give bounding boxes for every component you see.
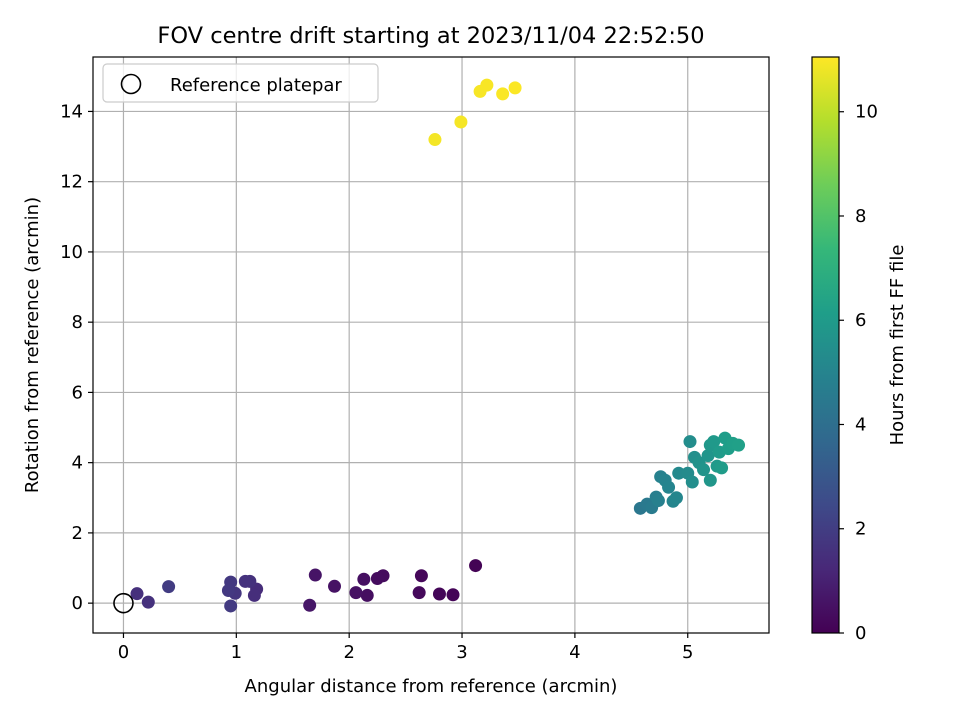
legend-reference-marker xyxy=(120,73,142,95)
y-tick-label: 2 xyxy=(72,523,83,544)
data-point xyxy=(707,435,721,449)
y-tick-label: 4 xyxy=(72,453,83,474)
data-point xyxy=(238,574,252,588)
colorbar-tick-label: 0 xyxy=(855,623,866,644)
data-point xyxy=(508,81,522,95)
data-point xyxy=(357,572,371,586)
y-tick-label: 6 xyxy=(72,382,83,403)
data-point xyxy=(454,115,468,129)
data-point xyxy=(662,480,676,494)
x-axis-label: Angular distance from reference (arcmin) xyxy=(245,676,618,697)
data-point xyxy=(224,599,238,613)
data-point xyxy=(360,588,374,602)
data-point xyxy=(130,587,144,601)
data-point xyxy=(221,584,235,598)
data-point xyxy=(701,449,715,463)
data-point xyxy=(469,559,483,573)
colorbar-ticks: 0 2 4 6 8 10 xyxy=(839,102,878,644)
y-tick-label: 10 xyxy=(60,242,83,263)
data-point xyxy=(683,435,697,449)
data-point xyxy=(328,579,342,593)
colorbar-label: Hours from first FF file xyxy=(887,245,908,446)
chart-title: FOV centre drift starting at 2023/11/04 … xyxy=(157,23,704,49)
colorbar: 0 2 4 6 8 10 Hours from first FF file xyxy=(811,56,908,644)
y-tick-label: 0 xyxy=(72,593,83,614)
x-tick-label: 2 xyxy=(343,642,354,663)
data-point xyxy=(414,569,428,583)
data-point xyxy=(247,588,261,602)
colorbar-tick-label: 6 xyxy=(855,310,866,331)
data-point xyxy=(703,473,717,487)
colorbar-tick-label: 10 xyxy=(855,102,878,123)
legend-entry-label: Reference platepar xyxy=(170,75,342,96)
plot-frame xyxy=(92,56,770,634)
legend-box xyxy=(102,63,379,103)
x-tick-label: 1 xyxy=(231,642,242,663)
data-point xyxy=(162,580,176,594)
data-point xyxy=(349,586,363,600)
data-point xyxy=(428,133,442,147)
data-point xyxy=(669,491,683,505)
data-point xyxy=(685,475,699,489)
colorbar-gradient xyxy=(811,56,840,634)
x-tick-label: 3 xyxy=(456,642,467,663)
x-tick-label: 5 xyxy=(682,642,693,663)
data-point xyxy=(697,463,711,477)
data-point xyxy=(303,598,317,612)
plot-background xyxy=(93,57,769,633)
y-tick-label: 14 xyxy=(60,101,83,122)
x-tick-label: 0 xyxy=(118,642,129,663)
data-point xyxy=(651,494,665,508)
data-point xyxy=(480,78,494,92)
data-point xyxy=(672,466,686,480)
data-point xyxy=(732,438,746,452)
colorbar-tick-label: 2 xyxy=(855,519,866,540)
legend: Reference platepar xyxy=(102,63,379,103)
y-axis-label: Rotation from reference (arcmin) xyxy=(22,197,43,493)
data-point xyxy=(432,587,446,601)
reference-point-marker xyxy=(113,592,134,614)
data-point xyxy=(308,568,322,582)
data-point xyxy=(370,572,384,586)
x-tick-label: 4 xyxy=(569,642,580,663)
data-point xyxy=(496,87,510,101)
data-point xyxy=(446,588,460,602)
data-point xyxy=(715,461,729,475)
data-point xyxy=(141,595,155,609)
y-tick-label: 12 xyxy=(60,172,83,193)
data-point xyxy=(412,586,426,600)
colorbar-tick-label: 4 xyxy=(855,414,866,435)
colorbar-tick-label: 8 xyxy=(855,206,866,227)
y-tick-label: 8 xyxy=(72,312,83,333)
